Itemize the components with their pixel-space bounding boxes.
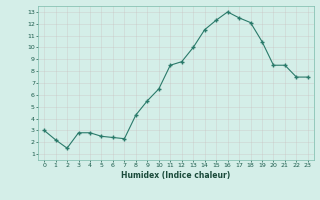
X-axis label: Humidex (Indice chaleur): Humidex (Indice chaleur) [121, 171, 231, 180]
